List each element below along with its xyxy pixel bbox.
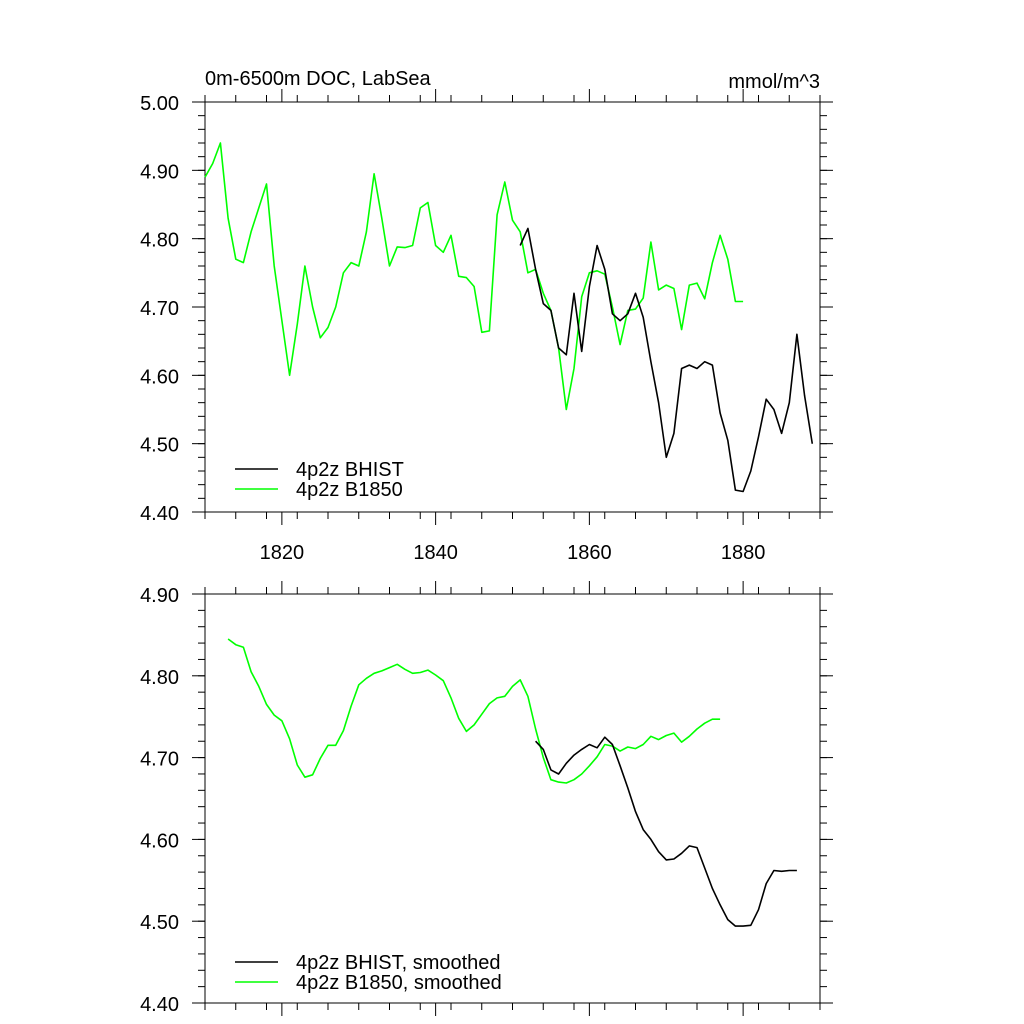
series-line-b1850 [204,142,744,411]
series-line-b1850 [227,638,721,784]
y-tick-label: 5.00 [140,93,179,115]
plot-frame [204,101,821,513]
plot-frame [204,593,821,1004]
panel-1: 4.40 4.50 4.60 4.70 4.80 4.90 5.00 1820 1840 1860… [140,68,833,564]
legend-label: 4p2z B1850, smoothed [296,972,502,994]
y-tick-label: 4.60 [140,830,179,852]
legend-label: 4p2z BHIST [296,459,404,481]
y-tick-label: 4.60 [140,366,179,388]
y-tick-label: 4.80 [140,667,179,689]
y-tick-label: 4.90 [140,161,179,183]
y-tick-label: 4.80 [140,230,179,252]
legend-label: 4p2z B1850 [296,479,403,501]
x-tick-label: 1840 [413,542,458,564]
panel-2: 4.40 4.50 4.60 4.70 4.80 4.90 4p2z BHIST, smoo… [140,581,833,1016]
x-tick-label: 1820 [260,542,305,564]
x-tick-label: 1860 [567,542,612,564]
y-tick-label: 4.40 [140,994,179,1016]
y-tick-label: 4.70 [140,749,179,771]
y-tick-label: 4.90 [140,585,179,607]
x-tick-label: 1880 [721,542,766,564]
y-tick-label: 4.40 [140,503,179,525]
y-tick-label: 4.50 [140,435,179,457]
y-tick-label: 4.50 [140,912,179,934]
units-label: mmol/m^3 [728,71,820,93]
series-line-bhist [519,227,814,493]
chart-title: 0m-6500m DOC, LabSea [205,68,432,90]
y-tick-label: 4.70 [140,298,179,320]
series-line-bhist [535,736,797,927]
legend-label: 4p2z BHIST, smoothed [296,952,501,974]
